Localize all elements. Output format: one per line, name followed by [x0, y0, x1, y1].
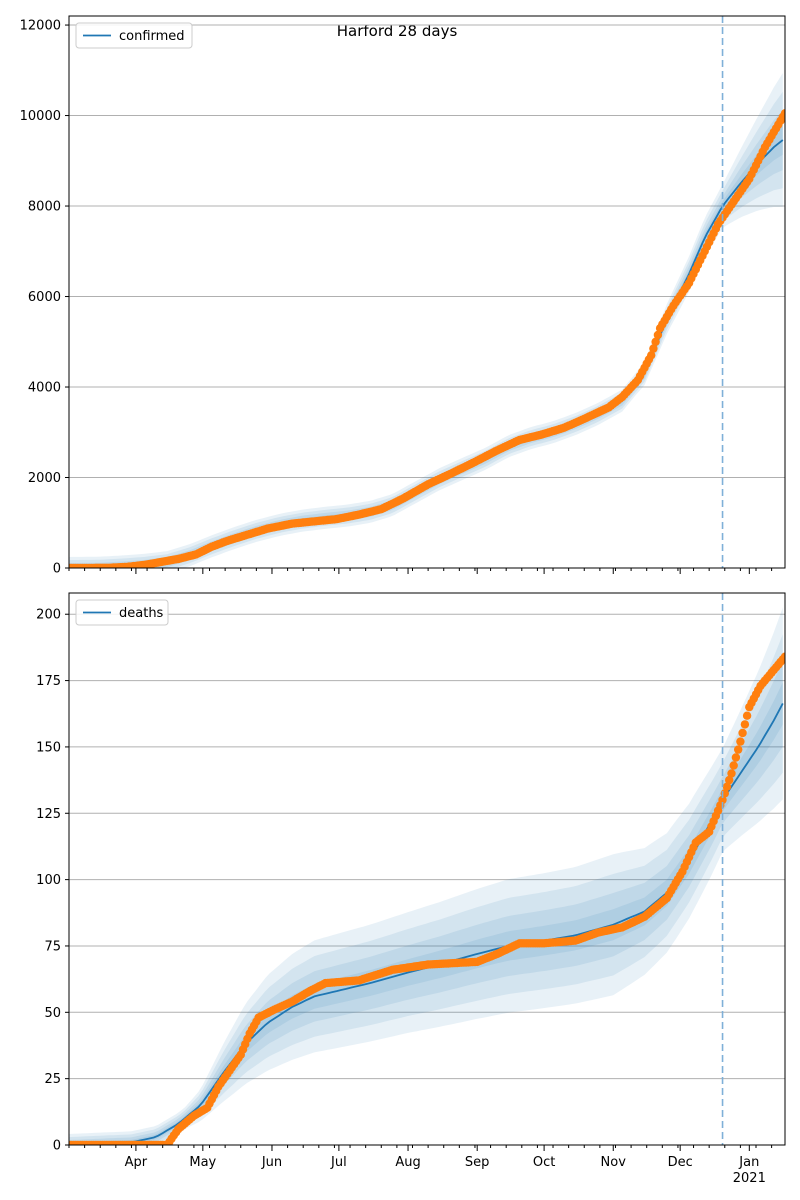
observed-point: [736, 737, 745, 746]
y-tick-label: 2000: [28, 471, 61, 486]
uncertainty-band-4: [69, 125, 783, 568]
uncertainty-band-1: [69, 607, 783, 1145]
y-tick-label: 12000: [20, 19, 61, 34]
legend-label: deaths: [119, 606, 164, 621]
observed-point: [731, 753, 741, 762]
observed-point: [718, 795, 727, 805]
x-tick-label: Sep: [465, 1155, 490, 1170]
observed-point: [647, 351, 656, 360]
x-tick-label: Jan: [738, 1155, 759, 1170]
legend: confirmed: [75, 22, 193, 49]
x-tick-label: Dec: [668, 1155, 693, 1170]
observed-point: [725, 775, 734, 785]
y-tick-label: 10000: [20, 109, 61, 124]
x-year-label: 2021: [733, 1171, 766, 1186]
observed-point: [649, 344, 658, 353]
observed-point: [738, 728, 747, 738]
y-tick-label: 50: [44, 1006, 61, 1021]
observed-point: [780, 109, 785, 118]
legend-label: confirmed: [119, 29, 185, 44]
axes-frame: [68, 15, 786, 569]
y-tick-label: 75: [44, 939, 61, 954]
uncertainty-band-3: [69, 109, 783, 568]
legend: deaths: [75, 599, 169, 626]
observed-point: [780, 652, 785, 661]
y-tick-label: 6000: [28, 290, 61, 305]
observed-point: [742, 711, 752, 720]
observed-point: [653, 330, 663, 340]
x-tick-label: Jun: [261, 1155, 282, 1170]
observed-point: [727, 769, 736, 778]
x-tick-label: Jul: [330, 1155, 347, 1170]
axes-frame: [68, 592, 786, 1146]
observed-point: [722, 782, 732, 791]
legend-box: [75, 599, 169, 626]
x-tick-label: Nov: [601, 1155, 627, 1170]
y-tick-label: 125: [36, 807, 61, 822]
x-tick-label: Aug: [395, 1155, 420, 1170]
y-tick-label: 25: [44, 1072, 61, 1087]
y-tick-label: 200: [36, 608, 61, 623]
model-median-line: [69, 139, 784, 568]
x-tick-label: May: [189, 1155, 216, 1170]
observed-point: [734, 745, 743, 754]
figure-title: Harford 28 days: [337, 22, 458, 40]
y-tick-label: 4000: [28, 381, 61, 396]
x-tick-label: Oct: [533, 1155, 555, 1170]
y-tick-label: 0: [53, 1139, 61, 1154]
y-tick-label: 175: [36, 674, 61, 689]
uncertainty-band-2: [69, 634, 783, 1145]
confirmed-panel: 0 2000 4000 6000 8000 10000 12000 confirmed: [20, 15, 786, 577]
y-tick-label: 0: [53, 562, 61, 577]
observed-point: [651, 337, 660, 346]
legend-box: [75, 22, 193, 49]
x-tick-label: Apr: [125, 1155, 148, 1170]
observed-point: [729, 761, 738, 770]
y-tick-label: 8000: [28, 200, 61, 215]
y-tick-label: 100: [36, 873, 61, 888]
deaths-panel: 0 25 50 75 100 125 150 175 200 Apr May Jun Jul Aug Sep…: [36, 592, 786, 1186]
observed-point: [740, 720, 750, 729]
uncertainty-band-3: [69, 660, 783, 1145]
y-tick-label: 150: [36, 740, 61, 755]
